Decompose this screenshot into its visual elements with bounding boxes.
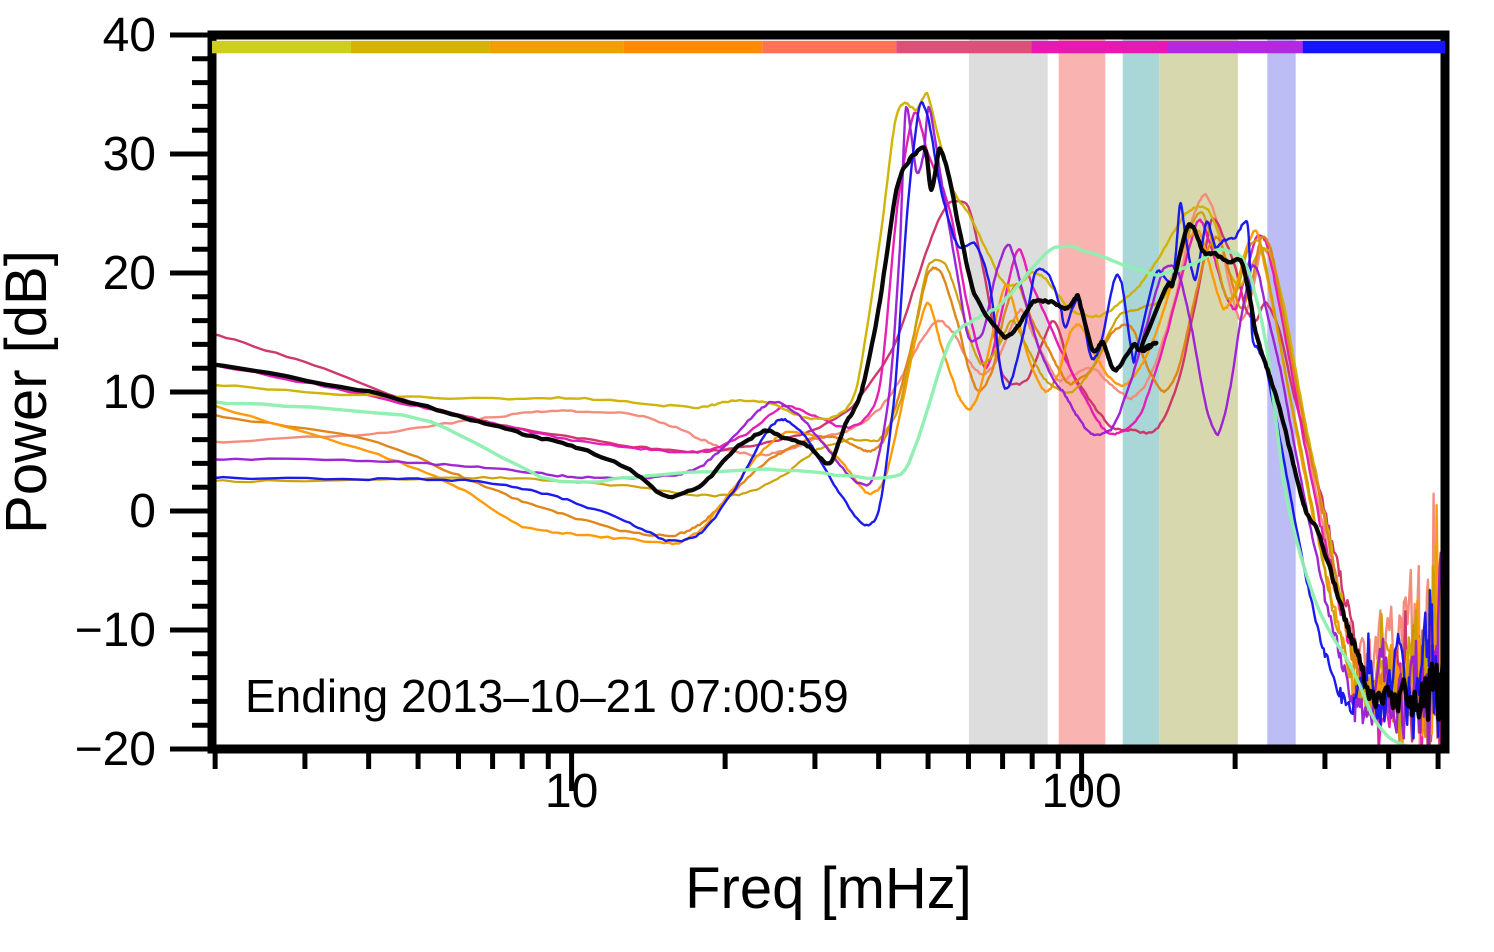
svg-text:10: 10 (103, 366, 156, 419)
svg-text:40: 40 (103, 9, 156, 62)
svg-text:30: 30 (103, 128, 156, 181)
svg-text:−20: −20 (75, 723, 156, 776)
svg-text:0: 0 (129, 485, 156, 538)
svg-text:Power [dB]: Power [dB] (0, 250, 59, 534)
svg-text:10: 10 (545, 765, 598, 818)
svg-text:Freq [mHz]: Freq [mHz] (685, 856, 972, 921)
svg-text:−10: −10 (75, 604, 156, 657)
svg-text:20: 20 (103, 247, 156, 300)
svg-text:100: 100 (1042, 765, 1122, 818)
svg-text:Ending 2013–10–21 07:00:59: Ending 2013–10–21 07:00:59 (245, 670, 849, 722)
